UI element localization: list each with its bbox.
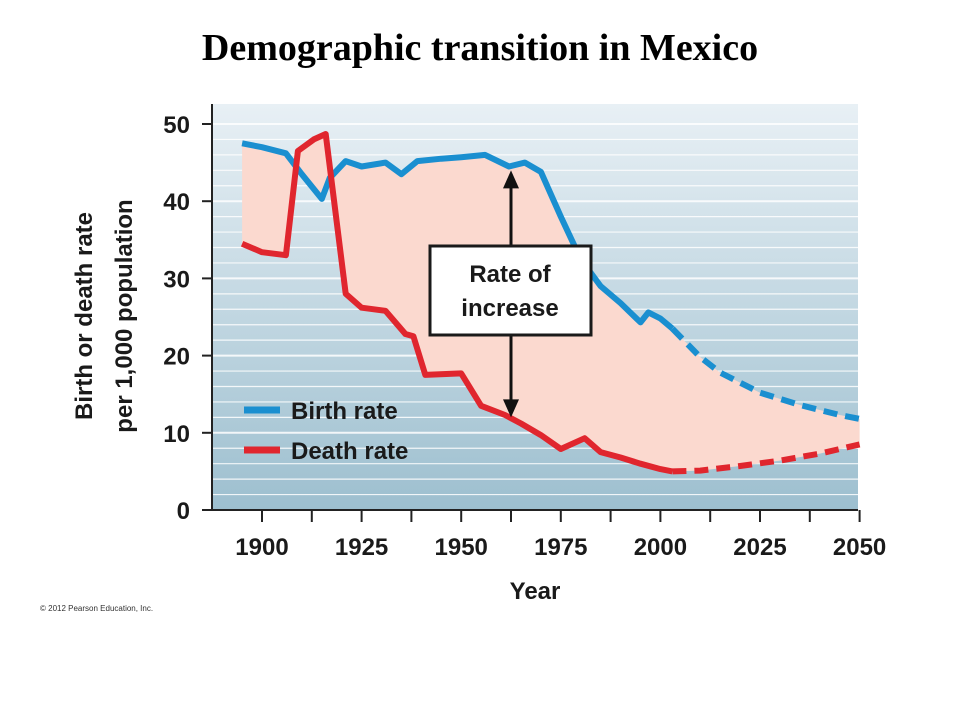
y-axis-title-line-2: per 1,000 population <box>111 199 138 432</box>
x-tick-label: 1975 <box>534 534 587 561</box>
y-tick-label: 10 <box>163 421 190 448</box>
series-lines <box>240 131 861 475</box>
annotation-line-1: Rate of <box>469 261 551 288</box>
annotation-arrowhead-down <box>503 399 519 418</box>
y-tick-label: 40 <box>163 189 190 216</box>
annotation-box <box>428 244 593 337</box>
annotation-arrowhead-up <box>503 170 519 189</box>
axes: 0 10 20 30 40 50 1900 1925 1950 1975 2000 2025 2050 <box>163 104 886 561</box>
legend-death-label: Death rate <box>291 438 408 465</box>
copyright-notice: © 2012 Pearson Education, Inc. <box>40 604 154 613</box>
y-tick-label: 20 <box>163 344 190 371</box>
birth-rate-line <box>241 140 675 331</box>
legend: Birth rate Death rate <box>244 398 408 465</box>
y-tick-label: 50 <box>163 112 190 139</box>
x-tick-label: 2050 <box>833 534 886 561</box>
death-rate-line <box>240 131 673 475</box>
page-title: Demographic transition in Mexico <box>201 27 759 69</box>
annotation-line-2: increase <box>461 295 558 322</box>
x-tick-label: 2000 <box>634 534 687 561</box>
x-tick-label: 1950 <box>435 534 488 561</box>
y-tick-label: 0 <box>177 498 190 525</box>
x-tick-label: 2025 <box>733 534 786 561</box>
x-tick-label: 1900 <box>235 534 288 561</box>
rate-of-increase-annotation: Rate of increase <box>428 170 593 418</box>
x-tick-label: 1925 <box>335 534 388 561</box>
y-axis-title-line-1: Birth or death rate <box>71 212 98 420</box>
death-rate-projection-line <box>672 441 861 475</box>
legend-birth-label: Birth rate <box>291 398 398 425</box>
y-tick-label: 30 <box>163 266 190 293</box>
x-axis-title: Year <box>510 578 561 605</box>
